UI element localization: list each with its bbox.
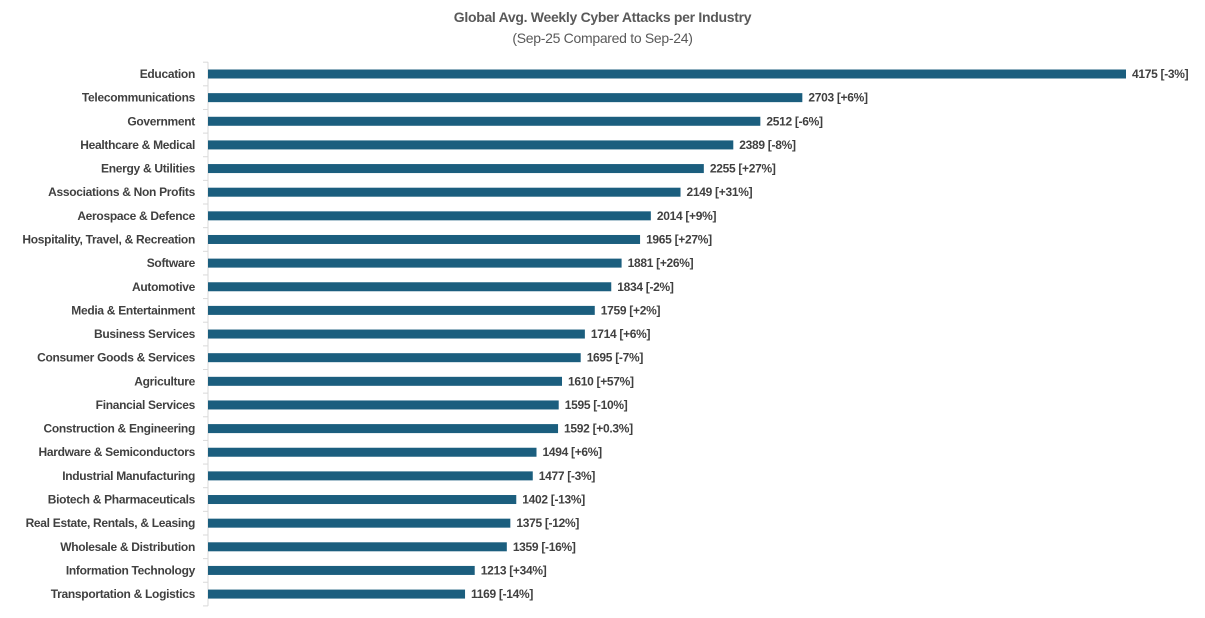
category-label: Healthcare & Medical [80,138,195,152]
data-label: 1610 [+57%] [568,374,634,388]
category-label: Consumer Goods & Services [37,351,196,365]
category-label: Media & Entertainment [71,303,195,317]
category-label: Associations & Non Profits [48,185,196,199]
bar [208,116,761,126]
bar [208,187,681,197]
data-label: 1834 [-2%] [617,280,674,294]
data-label: 1477 [-3%] [539,469,596,483]
category-label: Software [147,256,196,270]
bar [208,400,559,410]
bar [208,495,517,505]
data-label: 1494 [+6%] [543,445,603,459]
bar [208,565,475,575]
category-label: Telecommunications [82,91,196,105]
category-label: Transportation & Logistics [51,587,196,601]
bar [208,282,612,292]
bar [208,518,511,528]
bar [208,471,533,481]
category-label: Real Estate, Rentals, & Leasing [26,516,195,530]
data-label: 2149 [+31%] [687,185,753,199]
bar [208,234,641,244]
bar [208,305,595,315]
bar [208,589,466,599]
category-label: Business Services [94,327,196,341]
data-label: 1375 [-12%] [516,516,579,530]
data-label: 1965 [+27%] [646,232,712,246]
data-label: 1714 [+6%] [591,327,651,341]
chart-title: Global Avg. Weekly Cyber Attacks per Ind… [453,9,752,25]
category-label: Industrial Manufacturing [62,469,195,483]
data-label: 1595 [-10%] [565,398,628,412]
bar [208,140,734,150]
category-label: Wholesale & Distribution [60,540,195,554]
data-label: 2703 [+6%] [808,91,868,105]
data-label: 1695 [-7%] [587,351,644,365]
bar [208,93,803,103]
bar [208,329,585,339]
data-label: 4175 [-3%] [1132,67,1189,81]
data-label: 1881 [+26%] [628,256,694,270]
category-label: Construction & Engineering [43,422,195,436]
data-label: 2512 [-6%] [766,114,823,128]
data-label: 1402 [-13%] [522,493,585,507]
category-label: Education [140,67,195,81]
bar [208,211,651,221]
bar [208,353,581,363]
bar [208,447,537,457]
data-label: 1169 [-14%] [471,587,533,601]
data-label: 1759 [+2%] [601,303,661,317]
category-label: Agriculture [134,374,195,388]
bar [208,164,704,174]
data-label: 1359 [-16%] [513,540,576,554]
bar [208,69,1126,79]
data-label: 2014 [+9%] [657,209,717,223]
bar [208,542,507,552]
category-label: Hospitality, Travel, & Recreation [22,232,195,246]
category-label: Energy & Utilities [101,162,196,176]
category-label: Biotech & Pharmaceuticals [48,493,196,507]
category-label: Automotive [132,280,196,294]
data-label: 2389 [-8%] [739,138,796,152]
category-label: Information Technology [66,563,196,577]
category-label: Government [127,114,195,128]
bar [208,376,563,386]
category-label: Financial Services [96,398,196,412]
category-label: Hardware & Semiconductors [38,445,195,459]
chart-subtitle: (Sep-25 Compared to Sep-24) [512,30,693,46]
data-label: 1213 [+34%] [481,563,547,577]
bar [208,258,622,268]
data-label: 2255 [+27%] [710,162,776,176]
bar [208,424,559,434]
data-label: 1592 [+0.3%] [564,422,633,436]
category-label: Aerospace & Defence [77,209,195,223]
